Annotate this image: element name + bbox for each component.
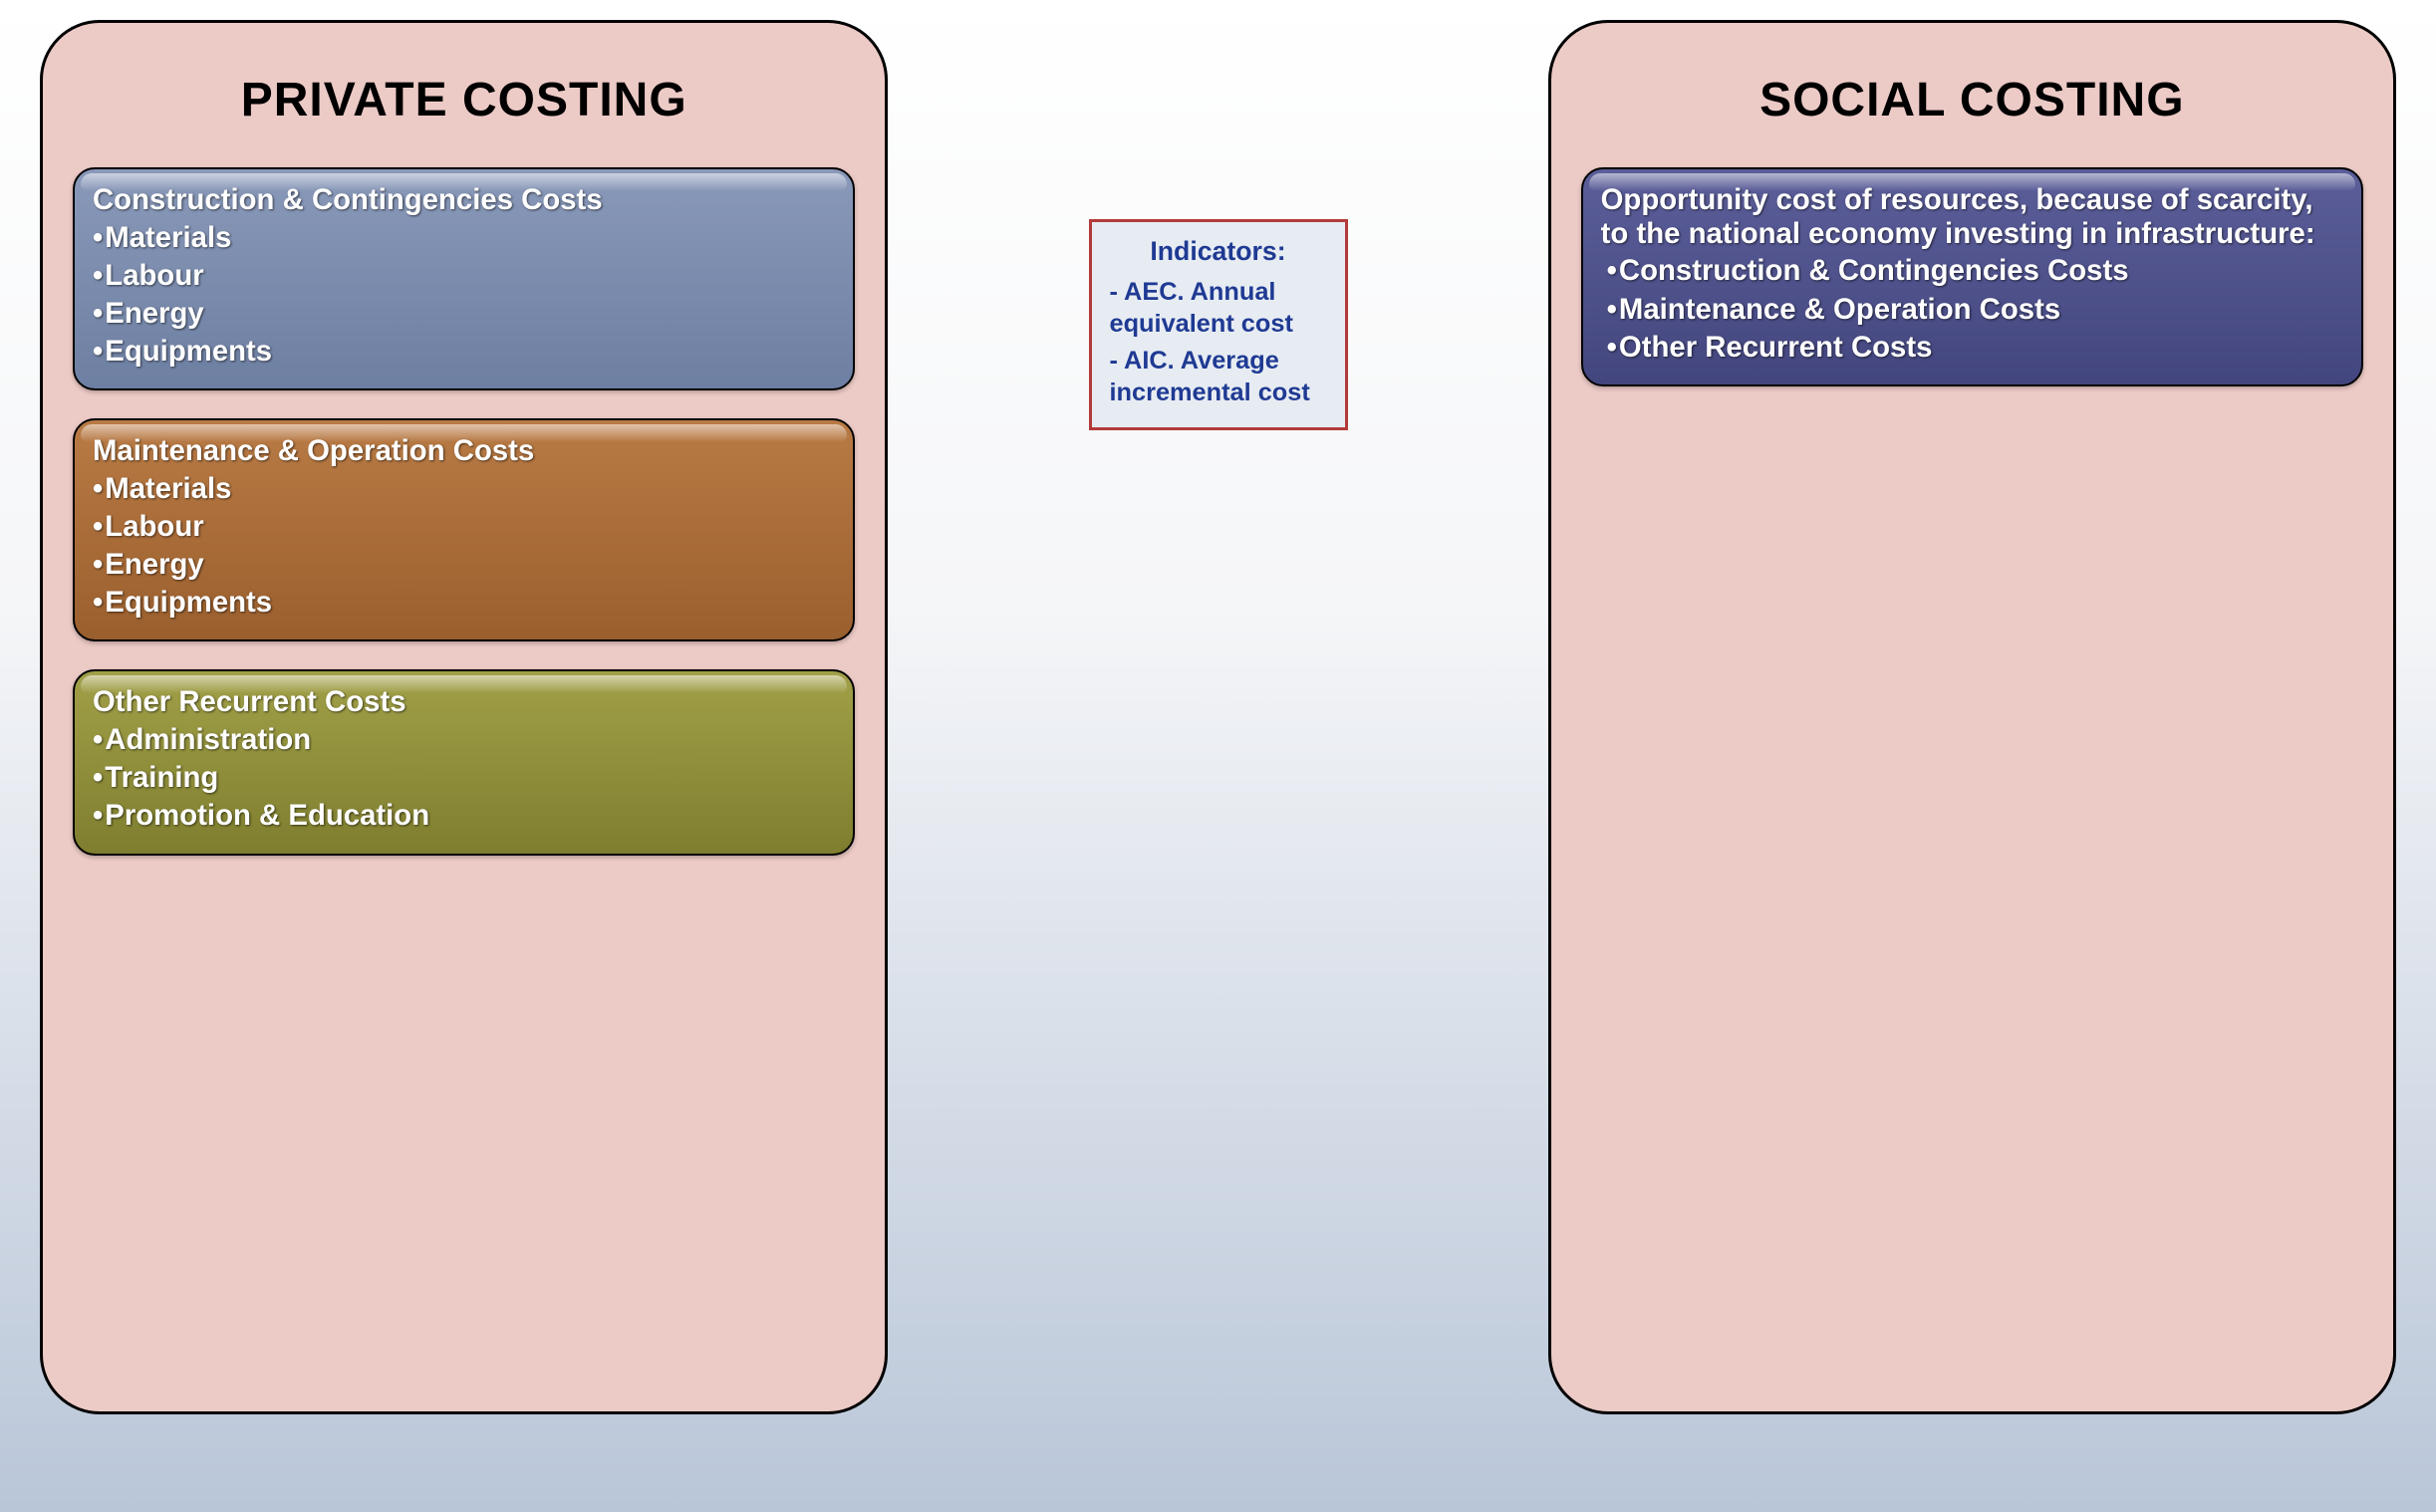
card-item: Equipments (93, 584, 835, 622)
diagram-stage: PRIVATE COSTING Construction & Contingen… (40, 20, 2396, 1472)
card-item: Administration (93, 721, 835, 759)
private-costing-cards: Construction & Contingencies CostsMateri… (73, 167, 855, 856)
card-item: Promotion & Education (93, 797, 835, 835)
card-heading: Opportunity cost of resources, because o… (1601, 183, 2343, 250)
card-heading: Other Recurrent Costs (93, 685, 835, 719)
card-opportunity-cost: Opportunity cost of resources, because o… (1581, 167, 2363, 386)
card-item: Other Recurrent Costs (1601, 329, 2343, 367)
card-item: Energy (93, 546, 835, 584)
social-costing-title: SOCIAL COSTING (1581, 73, 2363, 127)
card-item: Construction & Contingencies Costs (1601, 252, 2343, 290)
card-item: Materials (93, 470, 835, 508)
indicators-title: Indicators: (1110, 236, 1327, 267)
card-other-recurrent: Other Recurrent CostsAdministrationTrain… (73, 669, 855, 855)
center-column: Indicators: - AEC. Annual equivalent cos… (1006, 20, 1431, 430)
card-item: Equipments (93, 333, 835, 371)
card-item: Energy (93, 295, 835, 333)
card-items: Construction & Contingencies CostsMainte… (1601, 252, 2343, 366)
card-item: Materials (93, 219, 835, 257)
card-heading: Construction & Contingencies Costs (93, 183, 835, 217)
indicator-line: - AEC. Annual equivalent cost (1110, 277, 1327, 340)
card-item: Training (93, 759, 835, 797)
card-heading: Maintenance & Operation Costs (93, 434, 835, 468)
card-item: Maintenance & Operation Costs (1601, 291, 2343, 329)
private-costing-panel: PRIVATE COSTING Construction & Contingen… (40, 20, 888, 1414)
social-costing-panel: SOCIAL COSTING Opportunity cost of resou… (1548, 20, 2396, 1414)
social-costing-cards: Opportunity cost of resources, because o… (1581, 167, 2363, 386)
card-item: Labour (93, 257, 835, 295)
card-construction: Construction & Contingencies CostsMateri… (73, 167, 855, 390)
card-maintenance: Maintenance & Operation CostsMaterialsLa… (73, 418, 855, 641)
indicators-lines: - AEC. Annual equivalent cost- AIC. Aver… (1110, 277, 1327, 409)
private-costing-title: PRIVATE COSTING (73, 73, 855, 127)
indicator-line: - AIC. Average incremental cost (1110, 346, 1327, 408)
card-item: Labour (93, 508, 835, 546)
card-items: AdministrationTrainingPromotion & Educat… (93, 721, 835, 835)
indicators-box: Indicators: - AEC. Annual equivalent cos… (1089, 219, 1348, 430)
card-items: MaterialsLabourEnergyEquipments (93, 470, 835, 623)
card-items: MaterialsLabourEnergyEquipments (93, 219, 835, 372)
